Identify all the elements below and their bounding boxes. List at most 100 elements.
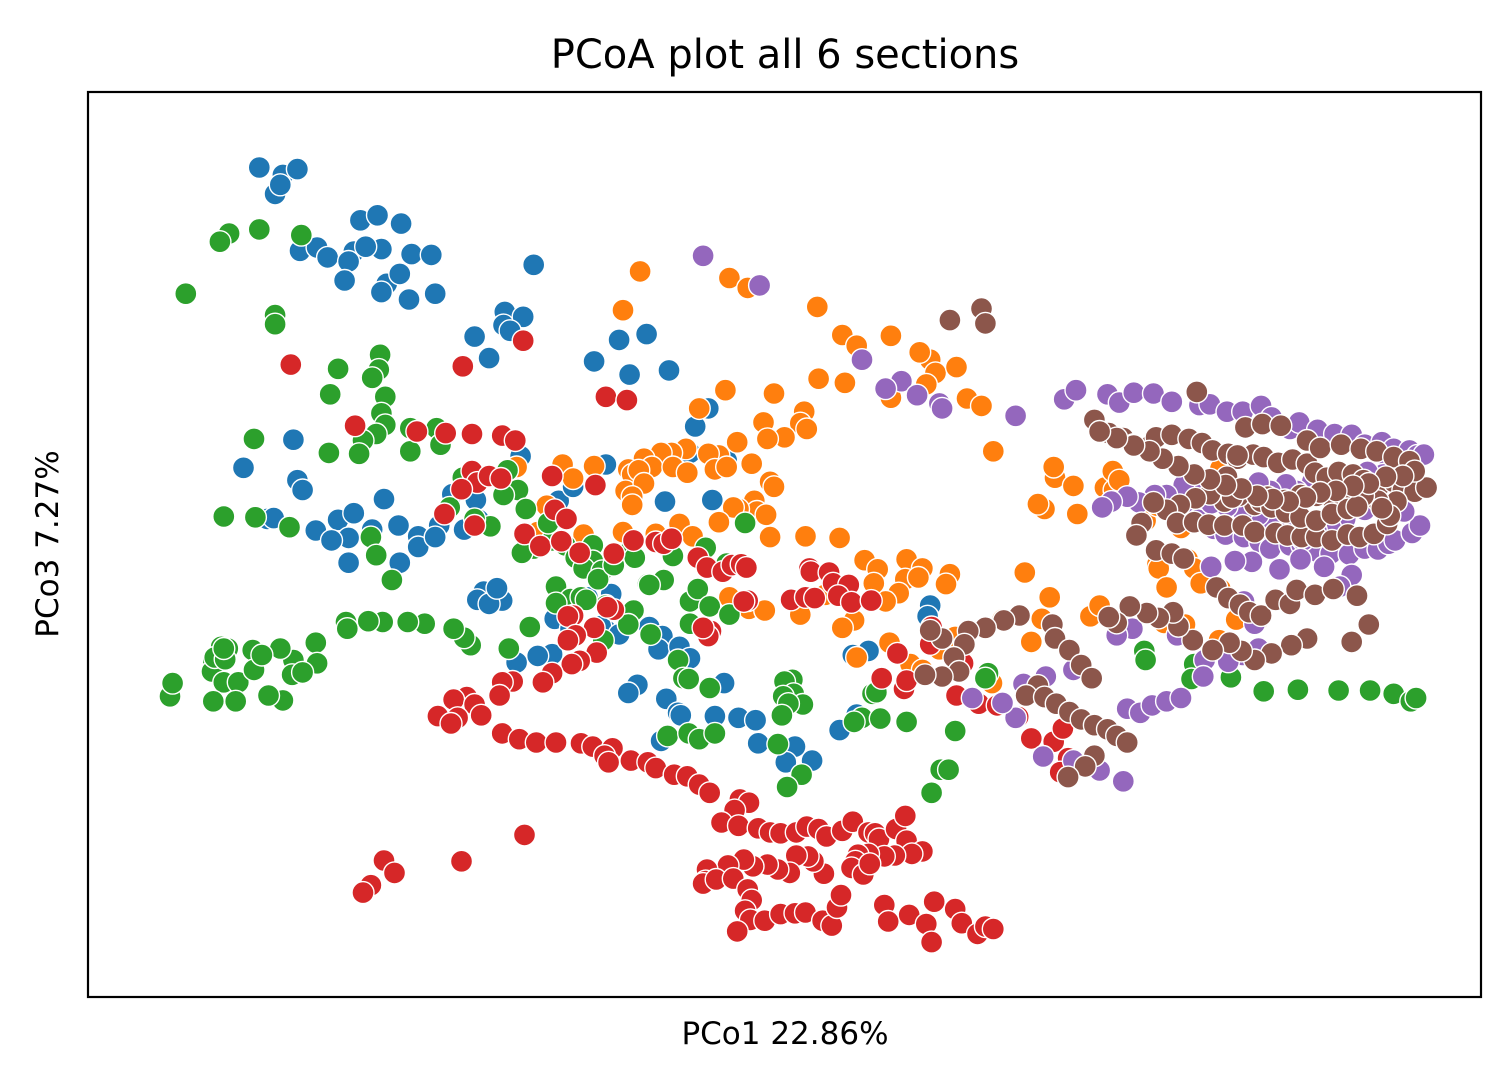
scatter-point-series-5	[1199, 555, 1223, 579]
scatter-point-series-1	[332, 268, 357, 293]
scatter-point-series-4	[451, 354, 475, 378]
scatter-point-series-4	[876, 909, 900, 934]
scatter-point-series-3	[733, 511, 757, 535]
scatter-point-series-3	[396, 610, 420, 634]
scatter-point-series-5	[1122, 381, 1146, 405]
scatter-point-series-2	[715, 455, 739, 479]
scatter-point-series-3	[703, 721, 727, 746]
scatter-point-series-6	[1056, 765, 1080, 789]
scatter-point-series-3	[256, 683, 281, 708]
scatter-point-series-4	[512, 522, 537, 546]
scatter-point-series-6	[1171, 546, 1196, 571]
scatter-point-series-4	[725, 919, 749, 944]
scatter-point-series-2	[944, 355, 969, 379]
scatter-point-series-2	[561, 466, 585, 491]
scatter-point-series-4	[540, 464, 564, 488]
scatter-point-series-2	[707, 510, 731, 534]
scatter-point-series-4	[829, 883, 853, 907]
scatter-point-series-4	[602, 541, 626, 566]
scatter-point-series-2	[762, 475, 786, 499]
scatter-point-series-4	[449, 477, 474, 501]
scatter-point-series-1	[336, 249, 361, 274]
scatter-point-series-4	[449, 849, 474, 873]
scatter-point-series-4	[858, 852, 882, 876]
scatter-point-series-3	[208, 229, 232, 254]
scatter-point-series-1	[290, 478, 315, 502]
scatter-point-series-3	[574, 588, 598, 612]
scatter-point-series-2	[1061, 474, 1086, 498]
scatter-point-series-3	[698, 676, 722, 700]
scatter-point-series-2	[827, 526, 852, 550]
scatter-point-series-4	[549, 529, 573, 553]
scatter-point-series-3	[1404, 686, 1428, 710]
scatter-point-series-1	[657, 358, 681, 383]
scatter-point-series-2	[713, 378, 738, 402]
scatter-point-series-2	[1041, 455, 1066, 479]
scatter-point-series-6	[1200, 638, 1225, 662]
scatter-point-series-6	[1279, 633, 1304, 657]
scatter-point-series-2	[806, 367, 831, 391]
scatter-point-series-3	[356, 609, 380, 633]
scatter-point-series-2	[740, 452, 764, 476]
scatter-point-series-1	[268, 173, 292, 197]
scatter-point-series-4	[439, 711, 463, 736]
scatter-point-series-1	[653, 489, 677, 514]
scatter-point-series-3	[677, 667, 701, 691]
scatter-point-series-4	[595, 595, 619, 619]
scatter-point-series-6	[1321, 577, 1346, 601]
scatter-point-series-6	[1370, 496, 1394, 520]
y-axis-label: PCo3 7.27%	[30, 450, 66, 637]
scatter-point-series-4	[726, 814, 751, 838]
scatter-point-series-4	[560, 652, 584, 676]
scatter-point-series-4	[981, 917, 1005, 941]
scatter-point-series-3	[973, 666, 998, 690]
scatter-point-series-5	[747, 273, 772, 298]
scatter-point-series-2	[981, 439, 1005, 463]
scatter-point-series-2	[845, 645, 869, 670]
scatter-point-series-3	[250, 643, 274, 667]
scatter-point-series-3	[655, 724, 680, 748]
scatter-point-series-1	[397, 287, 421, 312]
scatter-point-series-3	[326, 357, 350, 381]
scatter-point-series-4	[489, 466, 513, 491]
scatter-point-series-1	[477, 346, 501, 370]
scatter-point-series-5	[1090, 495, 1114, 520]
scatter-point-series-3	[686, 577, 710, 601]
scatter-point-series-2	[795, 417, 819, 441]
scatter-point-series-2	[611, 298, 635, 322]
scatter-point-series-1	[423, 525, 447, 549]
scatter-point-series-2	[620, 493, 644, 517]
scatter-point-series-4	[343, 414, 367, 438]
scatter-point-series-4	[596, 750, 621, 774]
scatter-point-series-2	[793, 524, 818, 548]
scatter-point-series-3	[936, 758, 961, 782]
scatter-point-series-4	[279, 352, 303, 377]
scatter-point-series-3	[317, 441, 341, 465]
scatter-point-series-5	[905, 383, 929, 407]
scatter-point-series-6	[1339, 630, 1364, 654]
scatter-point-series-3	[919, 781, 944, 805]
scatter-point-series-4	[531, 670, 555, 694]
scatter-point-series-3	[441, 617, 466, 641]
scatter-point-series-6	[1087, 419, 1112, 444]
scatter-point-series-1	[399, 242, 424, 266]
scatter-point-series-2	[754, 503, 778, 527]
scatter-point-series-6	[918, 618, 942, 642]
scatter-point-series-4	[698, 781, 722, 805]
scatter-point-series-3	[1251, 679, 1276, 703]
scatter-point-series-4	[839, 590, 864, 614]
scatter-point-series-4	[528, 534, 552, 558]
scatter-point-series-3	[160, 671, 185, 695]
scatter-point-series-3	[1286, 678, 1310, 702]
scatter-point-series-3	[775, 775, 799, 799]
scatter-point-series-4	[405, 419, 429, 444]
scatter-point-series-4	[803, 586, 827, 610]
scatter-point-series-3	[289, 223, 313, 247]
scatter-point-series-1	[389, 211, 413, 236]
scatter-point-series-3	[497, 636, 521, 661]
scatter-point-series-6	[1345, 584, 1369, 608]
scatter-point-series-1	[372, 487, 396, 511]
x-axis-label: PCo1 22.86%	[681, 1016, 888, 1052]
scatter-point-series-4	[351, 880, 375, 905]
scatter-point-series-4	[432, 502, 457, 526]
